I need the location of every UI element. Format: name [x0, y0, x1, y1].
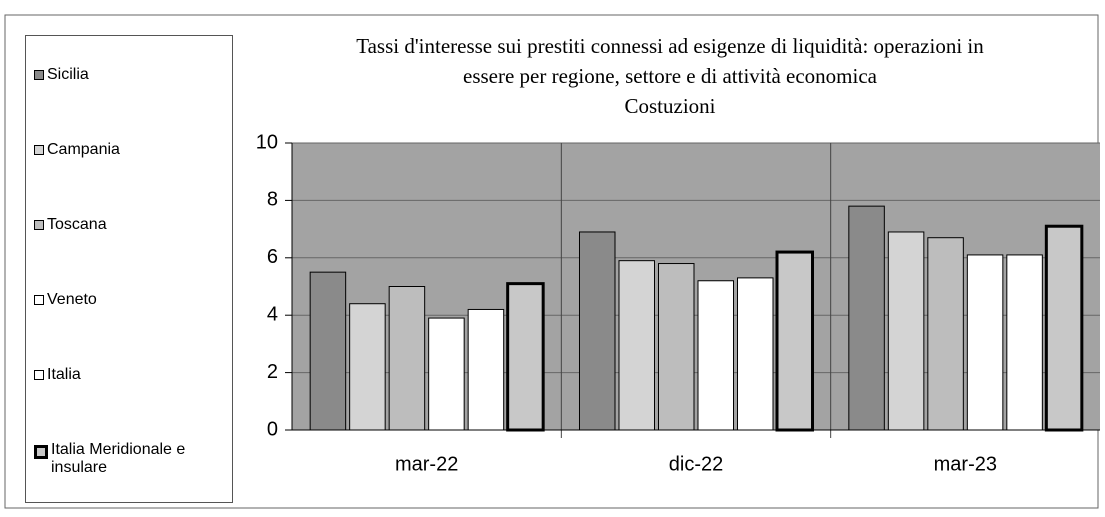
bar	[697, 280, 735, 431]
y-tick-label: 6	[267, 246, 278, 268]
legend-label: Veneto	[47, 291, 97, 308]
y-tick-label: 2	[267, 361, 278, 383]
bar	[506, 282, 545, 432]
chart-title: essere per regione, settore e di attivit…	[463, 64, 878, 88]
bar	[349, 303, 386, 431]
legend-label: Campania	[47, 141, 120, 158]
bar	[927, 237, 964, 431]
x-tick-label: dic-22	[669, 453, 723, 475]
legend-item: Italia	[34, 366, 234, 384]
y-tick-label: 0	[267, 418, 278, 440]
bar	[428, 317, 465, 431]
legend-label: Italia	[47, 366, 81, 383]
x-tick-label: mar-23	[934, 453, 997, 475]
bar	[966, 254, 1004, 431]
legend-item: Veneto	[34, 291, 234, 309]
legend-item: Sicilia	[34, 66, 234, 84]
bar	[657, 263, 695, 431]
legend-item: Italia Meridionale e insulare	[34, 441, 234, 477]
bar	[848, 205, 885, 431]
legend-swatch	[34, 445, 48, 459]
bar	[388, 286, 426, 431]
legend-item: Toscana	[34, 216, 234, 234]
legend-label: Sicilia	[47, 66, 89, 83]
y-tick-label: 8	[267, 189, 278, 211]
legend-item: Campania	[34, 141, 234, 159]
chart-title: Tassi d'interesse sui prestiti connessi …	[356, 34, 984, 58]
bar	[737, 277, 774, 431]
legend-label: Italia Meridionale e insulare	[51, 441, 186, 476]
legend-swatch	[34, 220, 44, 230]
legend-label: Toscana	[47, 216, 107, 233]
y-tick-label: 10	[256, 131, 278, 153]
bar	[1044, 224, 1084, 432]
legend-swatch	[34, 145, 44, 155]
chart-title: Costuzioni	[624, 94, 715, 118]
legend-swatch	[34, 295, 44, 305]
legend-swatch	[34, 370, 44, 380]
bar	[618, 260, 655, 431]
bar	[467, 308, 505, 431]
bar	[578, 231, 616, 431]
bar	[1006, 254, 1043, 431]
bar	[775, 250, 815, 432]
x-tick-label: mar-22	[395, 453, 458, 475]
bar	[887, 231, 925, 431]
bar	[309, 271, 347, 431]
plot-area	[292, 143, 1100, 430]
legend-swatch	[34, 70, 44, 80]
legend: Sicilia Campania Toscana Veneto Italia Italia…	[25, 35, 233, 503]
y-tick-label: 4	[267, 303, 278, 325]
